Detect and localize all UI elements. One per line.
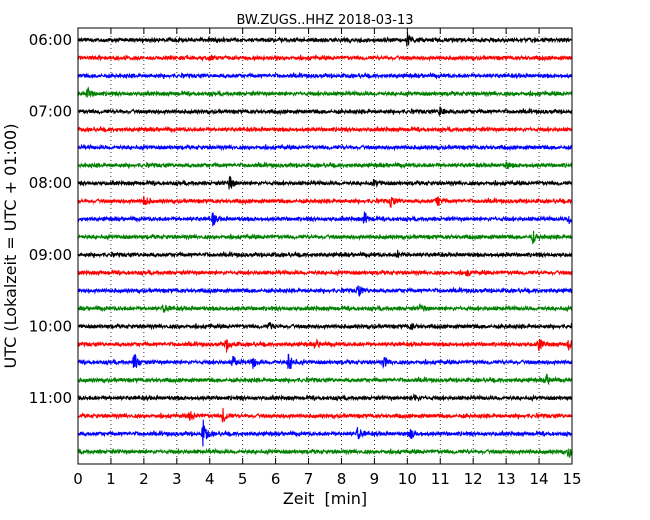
y-axis-title: UTC (Lokalzeit = UTC + 01:00) xyxy=(1,124,20,369)
seismic-trace xyxy=(77,143,573,152)
y-tick-label: 09:00 xyxy=(29,246,72,264)
seismic-trace xyxy=(77,373,573,386)
minute-grid xyxy=(110,28,540,464)
x-tick-label: 2 xyxy=(139,470,149,488)
seismic-trace xyxy=(77,71,573,80)
seismic-trace xyxy=(77,161,573,170)
seismic-trace xyxy=(77,106,573,118)
x-tick-label: 7 xyxy=(304,470,314,488)
x-tick-label: 9 xyxy=(370,470,380,488)
y-tick-label: 06:00 xyxy=(29,31,72,49)
seismic-trace xyxy=(77,53,573,63)
x-tick-label: 14 xyxy=(530,470,549,488)
x-tick-label: 6 xyxy=(271,470,281,488)
plot-frame xyxy=(77,27,573,465)
seismic-trace xyxy=(77,407,573,423)
y-axis-ticks: 06:00 07:00 08:00 09:00 10:00 11:00 xyxy=(29,31,572,407)
seismic-trace xyxy=(77,230,573,245)
seismic-trace xyxy=(77,285,573,297)
seismic-trace xyxy=(77,321,573,331)
seismic-trace xyxy=(77,303,573,313)
x-tick-label: 10 xyxy=(398,470,417,488)
trace-group xyxy=(77,32,573,458)
seismic-trace xyxy=(77,447,573,458)
x-tick-label: 4 xyxy=(205,470,215,488)
y-tick-label: 07:00 xyxy=(29,103,72,121)
x-tick-label: 15 xyxy=(562,470,581,488)
x-tick-label: 11 xyxy=(431,470,450,488)
seismic-trace xyxy=(77,32,573,47)
seismic-trace xyxy=(77,393,573,403)
x-tick-label: 5 xyxy=(238,470,248,488)
seismic-trace xyxy=(77,86,573,98)
x-tick-label: 8 xyxy=(337,470,347,488)
seismic-trace xyxy=(77,249,573,259)
x-axis-title: Zeit [min] xyxy=(283,489,367,508)
seismic-trace xyxy=(77,196,573,209)
seismic-trace xyxy=(77,211,573,227)
x-tick-label: 13 xyxy=(497,470,516,488)
seismic-trace xyxy=(77,268,573,277)
x-tick-label: 3 xyxy=(172,470,182,488)
x-tick-label: 0 xyxy=(73,470,83,488)
y-tick-label: 11:00 xyxy=(29,389,72,407)
seismic-trace xyxy=(77,175,573,190)
seismic-trace xyxy=(77,419,573,447)
x-axis-ticks: 0 1 2 3 4 5 6 7 8 9 10 11 12 13 14 15 xyxy=(73,28,582,488)
seismic-trace xyxy=(77,338,573,353)
chart-title: BW.ZUGS..HHZ 2018-03-13 xyxy=(236,13,413,28)
seismic-trace xyxy=(77,353,573,370)
seismic-trace xyxy=(77,125,573,134)
y-tick-label: 08:00 xyxy=(29,174,72,192)
x-tick-label: 1 xyxy=(106,470,116,488)
y-tick-label: 10:00 xyxy=(29,317,72,335)
x-tick-label: 12 xyxy=(464,470,483,488)
